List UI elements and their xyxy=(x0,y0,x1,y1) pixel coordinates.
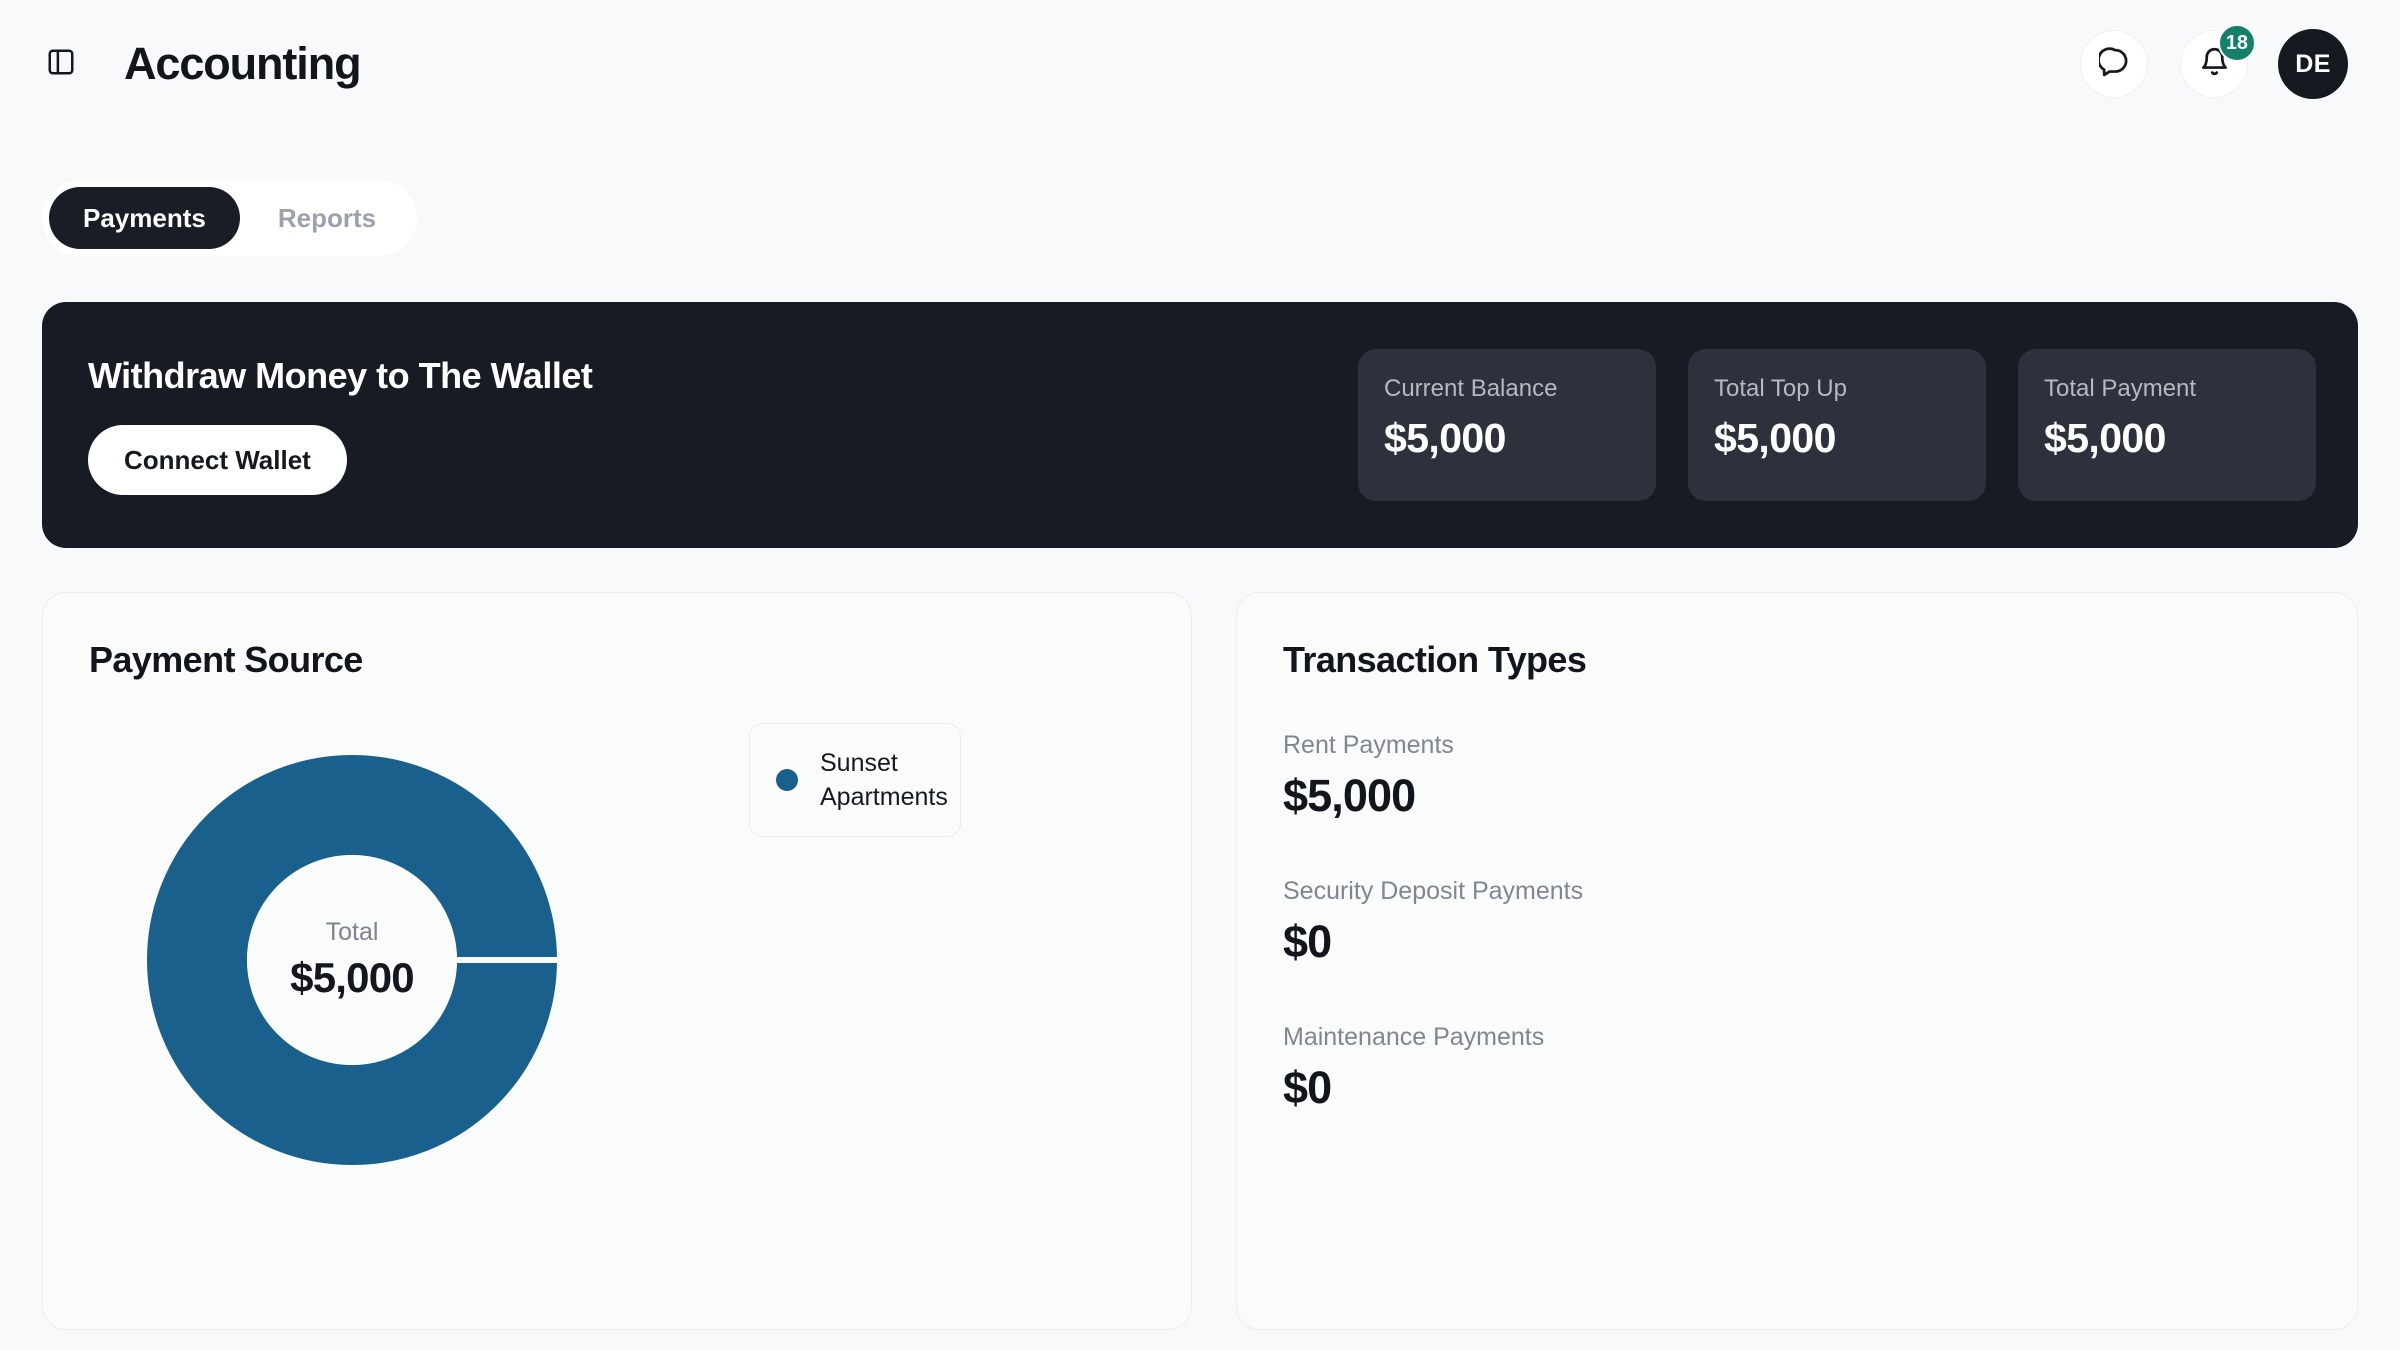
list-item: Security Deposit Payments $0 xyxy=(1283,877,2311,968)
transaction-label: Security Deposit Payments xyxy=(1283,877,1584,905)
bell-icon xyxy=(2199,46,2230,82)
chat-bubble-icon xyxy=(2096,46,2130,82)
legend-color-dot xyxy=(776,769,798,791)
payment-source-donut-chart[interactable] xyxy=(147,755,557,1165)
donut-total-label: Total xyxy=(325,918,379,946)
legend-item-label: Sunset Apartments xyxy=(820,749,948,811)
stat-card-total-payment: Total Payment $5,000 xyxy=(2018,349,2316,501)
chart-legend[interactable]: Sunset Apartments xyxy=(749,723,961,837)
list-item: Maintenance Payments $0 xyxy=(1283,1023,2311,1114)
withdraw-banner: Withdraw Money to The Wallet Connect Wal… xyxy=(42,302,2358,548)
list-item: Rent Payments $5,000 xyxy=(1283,731,2311,822)
transaction-value: $0 xyxy=(1283,916,1332,967)
donut-total-value: $5,000 xyxy=(290,954,414,1001)
page-title: Accounting xyxy=(124,38,362,89)
panel-left-icon xyxy=(46,47,76,82)
stat-label: Current Balance xyxy=(1384,375,1558,402)
tab-payments[interactable]: Payments xyxy=(49,187,240,249)
avatar[interactable]: DE xyxy=(2278,29,2348,99)
panels-row: Payment Source Total $5,000 Sunset Apart… xyxy=(42,592,2358,1330)
transaction-types-list: Rent Payments $5,000 Security Deposit Pa… xyxy=(1283,731,2311,1114)
stat-label: Total Payment xyxy=(2044,375,2197,402)
stat-card-total-top-up: Total Top Up $5,000 xyxy=(1688,349,1986,501)
top-bar: Accounting 18 DE xyxy=(0,0,2400,128)
sidebar-toggle-button[interactable] xyxy=(38,41,84,87)
stat-card-current-balance: Current Balance $5,000 xyxy=(1358,349,1656,501)
stat-value: $5,000 xyxy=(1384,415,1506,461)
payment-source-panel: Payment Source Total $5,000 Sunset Apart… xyxy=(42,592,1192,1330)
banner-left: Withdraw Money to The Wallet Connect Wal… xyxy=(88,355,1358,495)
donut-chart-area: Total $5,000 Sunset Apartments xyxy=(89,681,1145,1281)
donut-center-label: Total $5,000 xyxy=(147,755,557,1165)
transaction-value: $5,000 xyxy=(1283,770,1416,821)
chat-button[interactable] xyxy=(2080,30,2148,98)
transaction-types-panel: Transaction Types Rent Payments $5,000 S… xyxy=(1236,592,2358,1330)
notification-badge: 18 xyxy=(2217,24,2256,62)
tab-group: Payments Reports xyxy=(42,180,418,256)
stat-label: Total Top Up xyxy=(1714,375,1847,402)
transaction-value: $0 xyxy=(1283,1062,1332,1113)
transaction-types-title: Transaction Types xyxy=(1283,639,1587,680)
tab-reports[interactable]: Reports xyxy=(277,202,377,233)
stat-value: $5,000 xyxy=(1714,415,1836,461)
tabs-wrapper: Payments Reports xyxy=(0,128,2400,256)
transaction-label: Maintenance Payments xyxy=(1283,1023,1545,1051)
payment-source-title: Payment Source xyxy=(89,639,363,680)
banner-title: Withdraw Money to The Wallet xyxy=(88,355,593,396)
notifications-button[interactable]: 18 xyxy=(2180,24,2256,98)
connect-wallet-button[interactable]: Connect Wallet xyxy=(88,425,347,495)
transaction-label: Rent Payments xyxy=(1283,731,1454,759)
stat-value: $5,000 xyxy=(2044,415,2166,461)
banner-stats: Current Balance $5,000 Total Top Up $5,0… xyxy=(1358,349,2316,501)
